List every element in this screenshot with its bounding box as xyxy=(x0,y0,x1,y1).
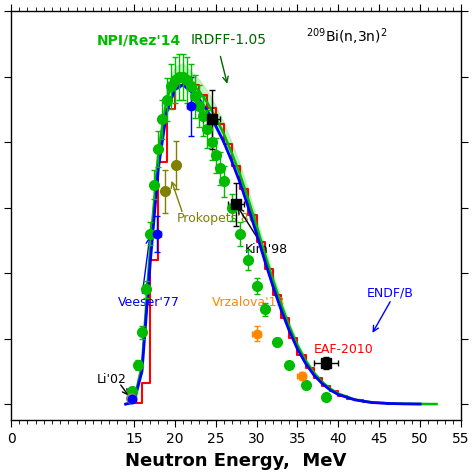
X-axis label: Neutron Energy,  MeV: Neutron Energy, MeV xyxy=(126,452,347,470)
Text: ENDF/B: ENDF/B xyxy=(367,286,414,299)
Text: IRDFF-1.05: IRDFF-1.05 xyxy=(191,33,267,47)
Text: Prokopets'80: Prokopets'80 xyxy=(177,212,258,225)
Text: NPI/Rez'14: NPI/Rez'14 xyxy=(97,33,181,47)
Text: EAF-2010: EAF-2010 xyxy=(314,343,374,356)
Text: $^{209}$Bi(n,3n)$^{2}$: $^{209}$Bi(n,3n)$^{2}$ xyxy=(306,27,387,47)
Text: Li'02: Li'02 xyxy=(97,373,127,386)
Text: Veeser'77: Veeser'77 xyxy=(118,296,179,309)
Text: Vrzalova'13: Vrzalova'13 xyxy=(211,296,285,309)
Text: Kim'98: Kim'98 xyxy=(244,244,287,256)
